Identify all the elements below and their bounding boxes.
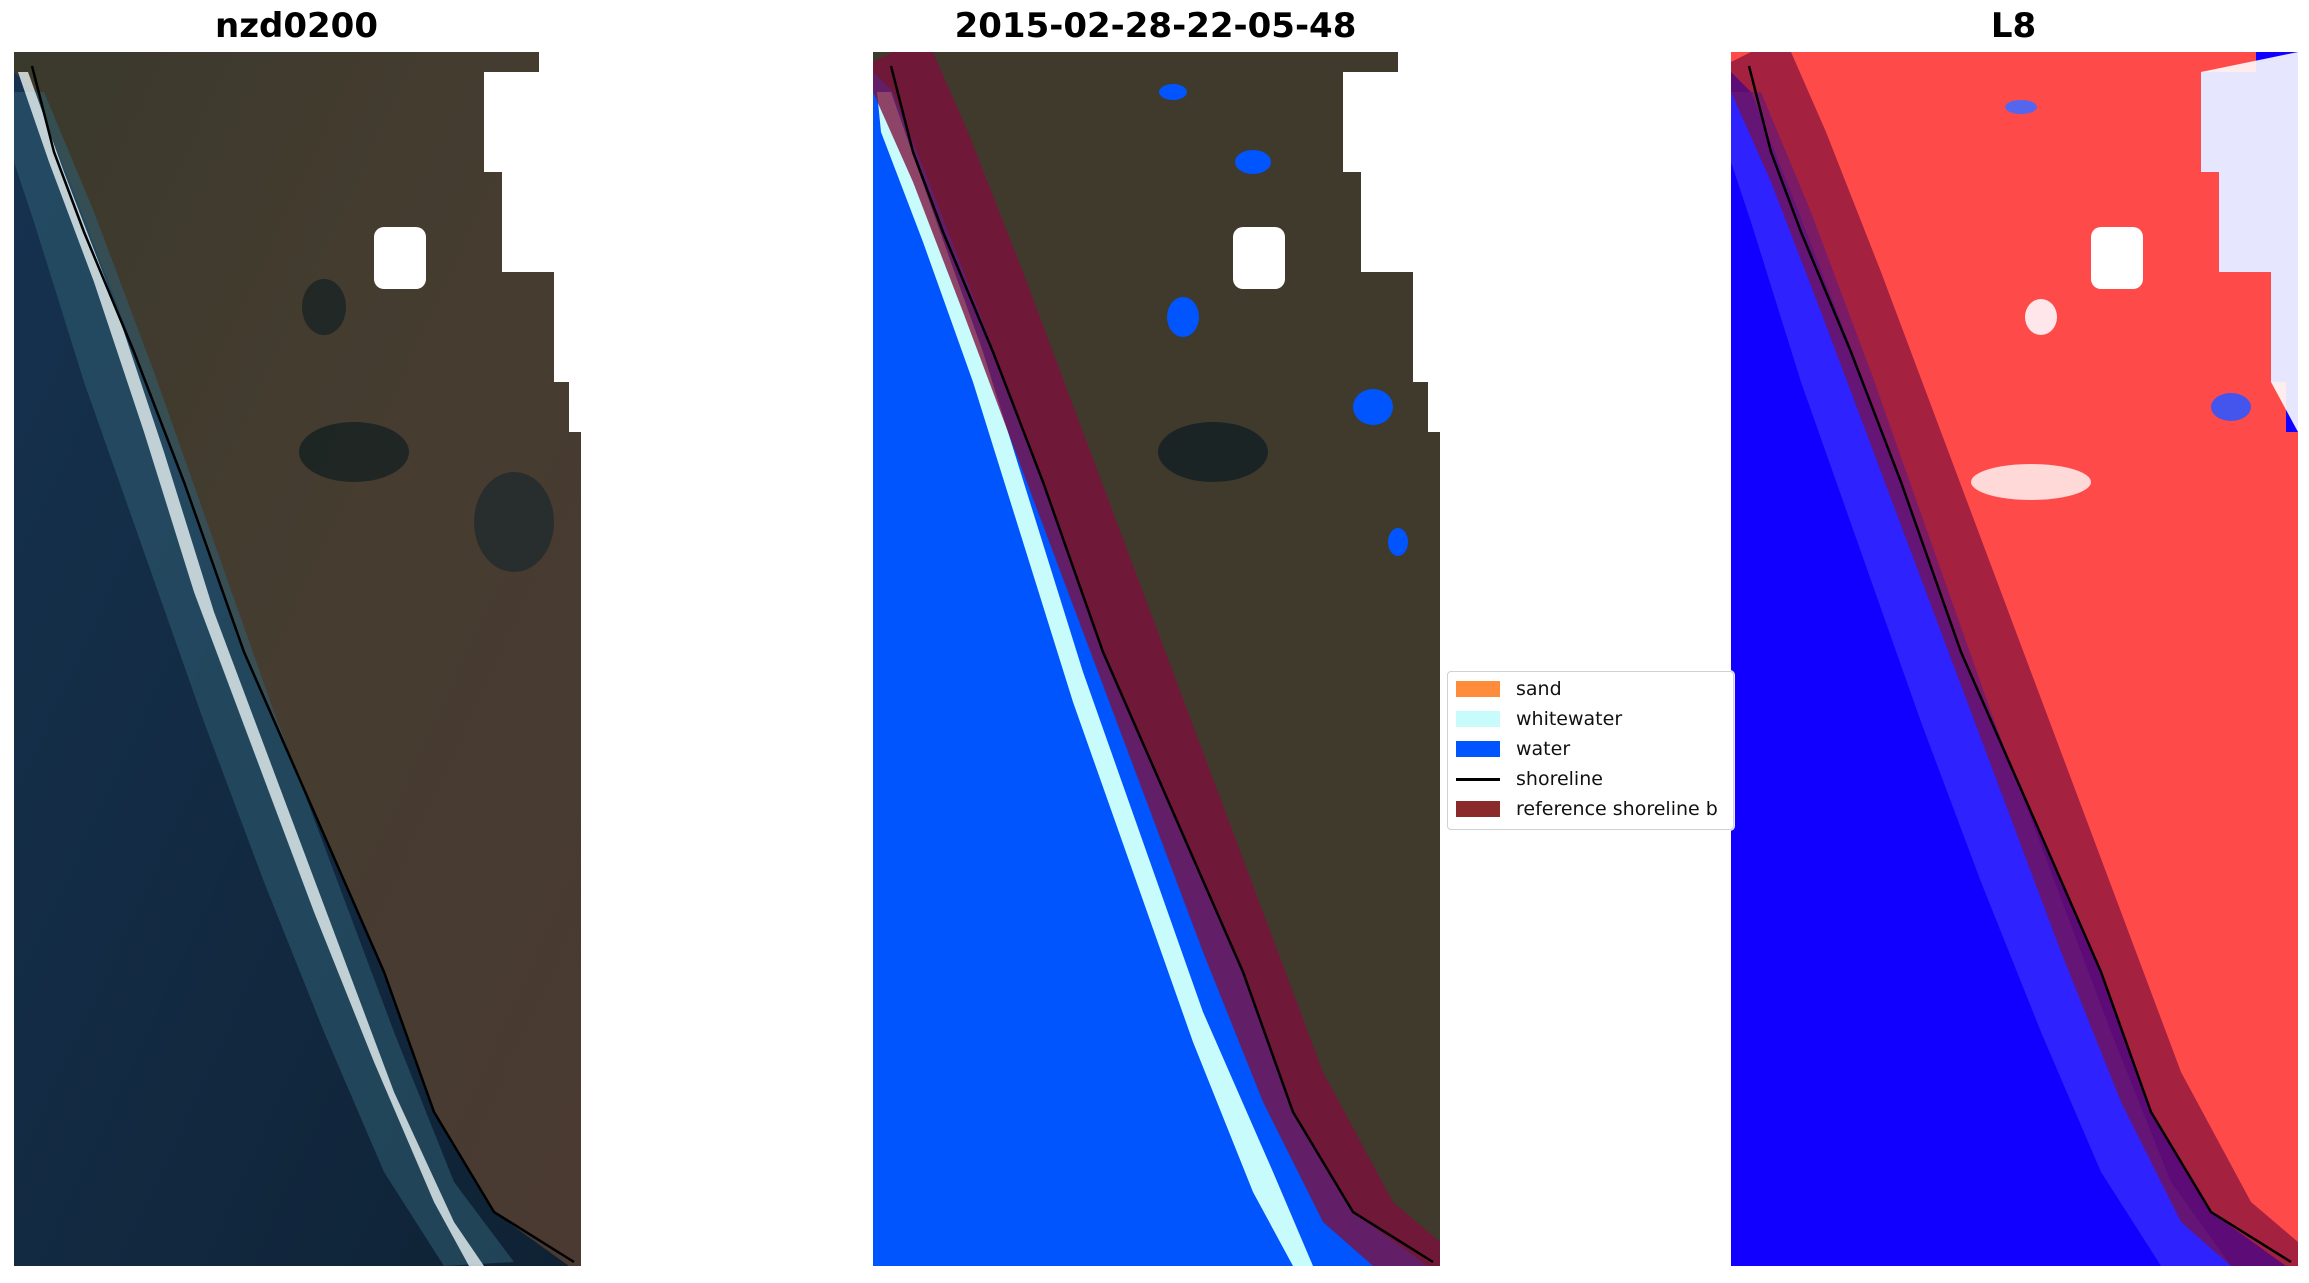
rgb-image	[14, 52, 581, 1266]
legend-swatch-sand	[1456, 681, 1500, 697]
legend-label: reference shoreline b	[1516, 798, 1718, 820]
legend: sand whitewater water shoreline referenc…	[1447, 671, 1734, 830]
rgb-image-panel	[14, 52, 581, 1266]
shoreline	[1747, 65, 2292, 1264]
legend-label: water	[1516, 738, 1571, 760]
legend-swatch-water	[1456, 741, 1500, 757]
panel-title-index: L8	[1990, 6, 2037, 46]
legend-label: sand	[1516, 678, 1562, 700]
panel-title-rgb: nzd0200	[215, 6, 378, 46]
legend-swatch-shoreline	[1456, 777, 1500, 781]
reference-buffer	[1731, 52, 2298, 1266]
index-image	[1731, 52, 2298, 1266]
legend-label: whitewater	[1516, 708, 1623, 730]
classified-image	[873, 52, 1440, 1266]
shoreline	[889, 65, 1434, 1264]
legend-item-water: water	[1456, 736, 1570, 762]
index-image-panel	[1731, 52, 2298, 1266]
legend-swatch-reference-buffer	[1456, 801, 1500, 817]
legend-item-reference-buffer: reference shoreline b	[1456, 796, 1718, 822]
legend-item-shoreline: shoreline	[1456, 766, 1603, 792]
panel-title-classified: 2015-02-28-22-05-48	[954, 6, 1357, 46]
legend-label: shoreline	[1516, 768, 1603, 790]
shoreline	[30, 65, 575, 1264]
reference-buffer	[873, 52, 1440, 1266]
legend-swatch-whitewater	[1456, 711, 1500, 727]
classified-image-panel	[873, 52, 1440, 1266]
legend-item-whitewater: whitewater	[1456, 706, 1622, 732]
legend-item-sand: sand	[1456, 676, 1562, 702]
